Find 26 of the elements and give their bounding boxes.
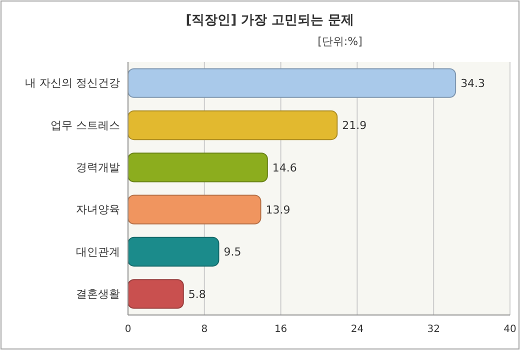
bar	[128, 110, 338, 140]
chart-title: [직장인] 가장 고민되는 문제	[186, 13, 354, 28]
bar	[128, 152, 268, 182]
y-tick-label: 자녀양육	[76, 203, 120, 216]
bar	[128, 68, 456, 98]
x-tick-label: 16	[274, 324, 288, 336]
data-label: 13.9	[266, 203, 290, 216]
chart-subtitle: [단위:%]	[318, 35, 362, 48]
x-tick-label: 40	[504, 324, 516, 336]
y-tick-label: 업무 스트레스	[50, 118, 120, 132]
data-label: 21.9	[342, 119, 367, 132]
y-tick-label: 대인관계	[76, 245, 120, 258]
x-tick-label: 32	[427, 324, 440, 336]
bar	[128, 194, 262, 224]
y-tick-label: 내 자신의 정신건강	[25, 76, 120, 90]
bar	[128, 279, 184, 309]
bar	[128, 236, 220, 267]
data-label: 9.5	[224, 246, 242, 259]
x-tick-label: 0	[124, 324, 132, 336]
y-tick-label: 경력개발	[76, 160, 120, 174]
x-tick-label: 24	[350, 324, 364, 336]
x-tick-label: 8	[201, 324, 208, 336]
data-label: 34.3	[460, 76, 486, 90]
data-label: 5.8	[188, 288, 206, 301]
y-tick-label: 결혼생활	[76, 287, 120, 300]
data-label: 14.6	[272, 161, 297, 174]
